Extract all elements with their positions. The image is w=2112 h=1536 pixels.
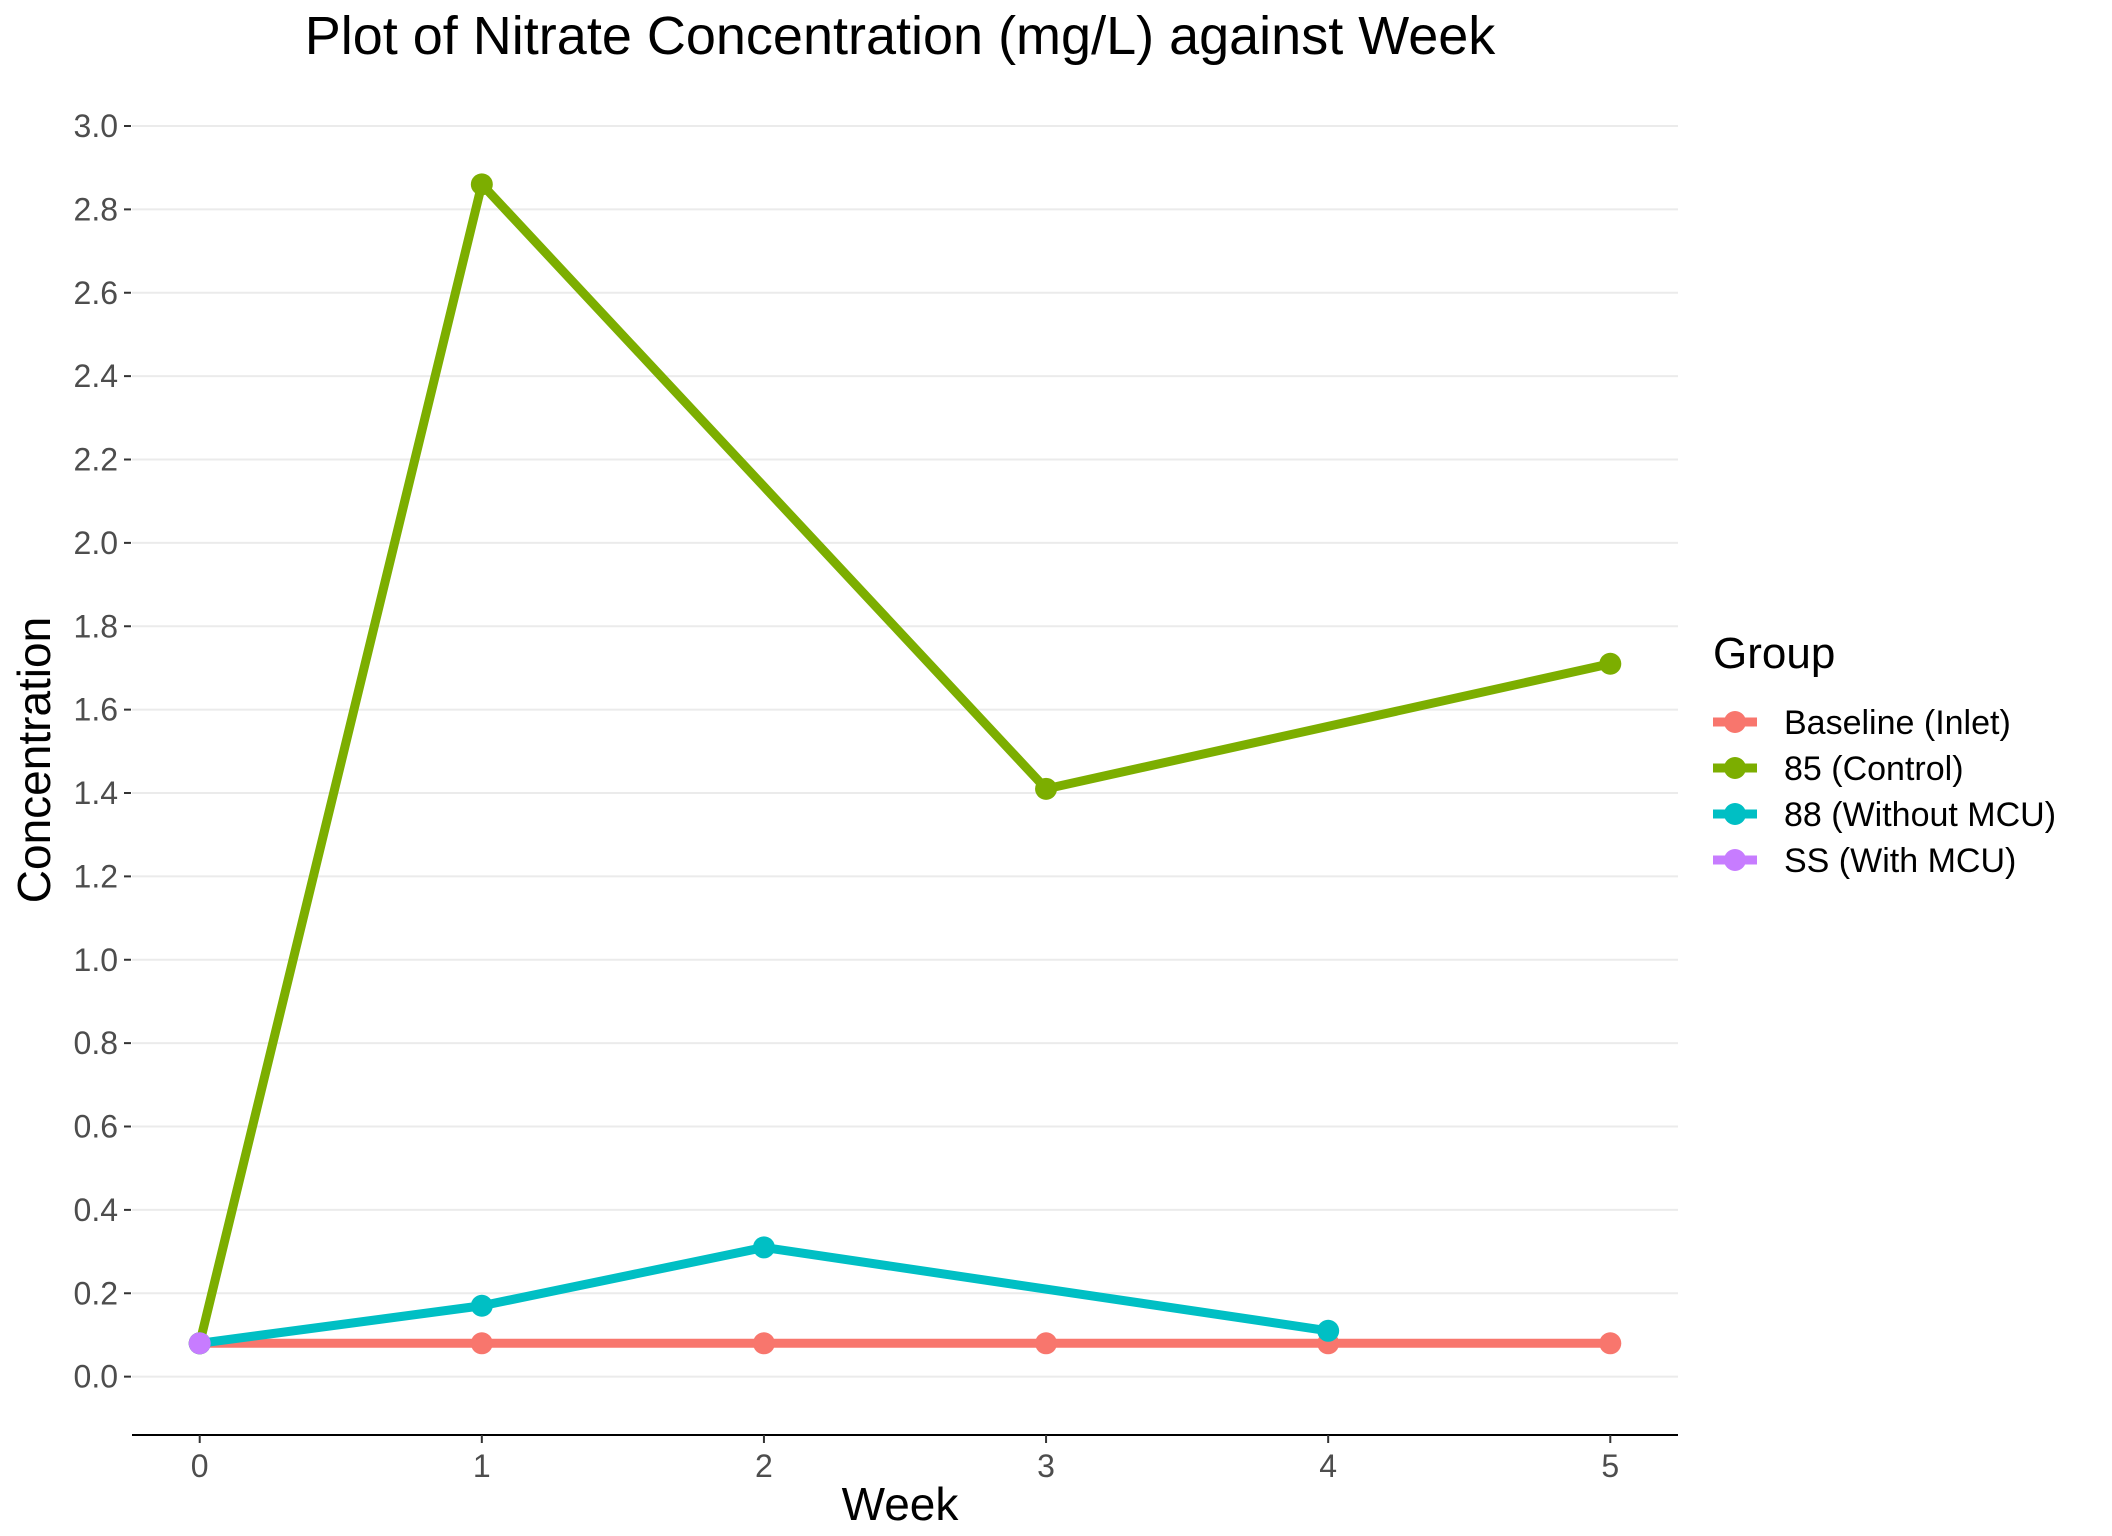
series-line <box>195 179 1612 1345</box>
y-tick-label: 2.0 <box>74 525 118 561</box>
legend-key-point <box>1724 711 1746 733</box>
gridlines <box>132 125 1678 1378</box>
data-point <box>1317 1319 1340 1342</box>
y-tick-label: 2.8 <box>74 191 118 227</box>
data-point <box>1035 1332 1058 1355</box>
data-point <box>752 1236 775 1259</box>
data-point <box>1599 1332 1622 1355</box>
y-tick-label: 2.2 <box>74 442 118 478</box>
y-tick-label: 1.8 <box>74 608 118 644</box>
x-axis-title: Week <box>842 1478 960 1530</box>
legend-label: 85 (Control) <box>1784 750 1964 788</box>
legend-label: SS (With MCU) <box>1784 842 2016 880</box>
legend-key-point <box>1724 849 1746 871</box>
y-tick-label: 1.4 <box>74 775 118 811</box>
y-tick-label: 0.0 <box>74 1359 118 1395</box>
legend-item: SS (With MCU) <box>1713 842 2016 880</box>
data-point <box>470 1294 493 1317</box>
data-point <box>752 1332 775 1355</box>
series-0 <box>188 1332 1622 1355</box>
legend-item: 88 (Without MCU) <box>1713 796 2056 834</box>
series-3 <box>188 1332 211 1355</box>
legend-key-point <box>1724 757 1746 779</box>
chart-title: Plot of Nitrate Concentration (mg/L) aga… <box>305 6 1497 66</box>
x-tick-label: 4 <box>1319 1448 1337 1484</box>
data-point <box>1599 652 1622 675</box>
y-tick-label: 1.0 <box>74 942 118 978</box>
x-tick-label: 1 <box>473 1448 491 1484</box>
y-tick-label: 2.4 <box>74 358 118 394</box>
y-tick-label: 1.6 <box>74 692 118 728</box>
y-tick-label: 2.6 <box>74 275 118 311</box>
series-1 <box>188 173 1622 1355</box>
legend-item: 85 (Control) <box>1713 750 1964 788</box>
axes: 0.0 0.2 0.4 0.6 0.8 1.0 1.2 1.4 1.6 1.8 2.0 2.2 2.4 2… <box>74 108 1678 1484</box>
legend-item: Baseline (Inlet) <box>1713 704 2011 742</box>
data-point <box>188 1332 211 1355</box>
legend-label: Baseline (Inlet) <box>1784 704 2011 742</box>
series-layer <box>188 173 1622 1355</box>
data-point <box>1035 777 1058 800</box>
data-point <box>470 173 493 196</box>
x-tick-label: 0 <box>191 1448 209 1484</box>
legend-label: 88 (Without MCU) <box>1784 796 2056 834</box>
y-tick-label: 0.4 <box>74 1192 118 1228</box>
y-tick-label: 0.2 <box>74 1275 118 1311</box>
x-tick-label: 2 <box>755 1448 773 1484</box>
y-tick-label: 3.0 <box>74 108 118 144</box>
y-tick-label: 0.8 <box>74 1025 118 1061</box>
legend-title: Group <box>1713 629 1835 678</box>
data-point <box>470 1332 493 1355</box>
legend: Group Baseline (Inlet) 85 (Control) 88 (Wi… <box>1713 629 2056 880</box>
series-line <box>199 1242 1329 1348</box>
x-tick-label: 3 <box>1037 1448 1055 1484</box>
legend-key-point <box>1724 803 1746 825</box>
y-axis-title: Concentration <box>8 617 60 903</box>
y-tick-label: 0.6 <box>74 1109 118 1145</box>
y-tick-label: 1.2 <box>74 858 118 894</box>
x-tick-label: 5 <box>1601 1448 1619 1484</box>
